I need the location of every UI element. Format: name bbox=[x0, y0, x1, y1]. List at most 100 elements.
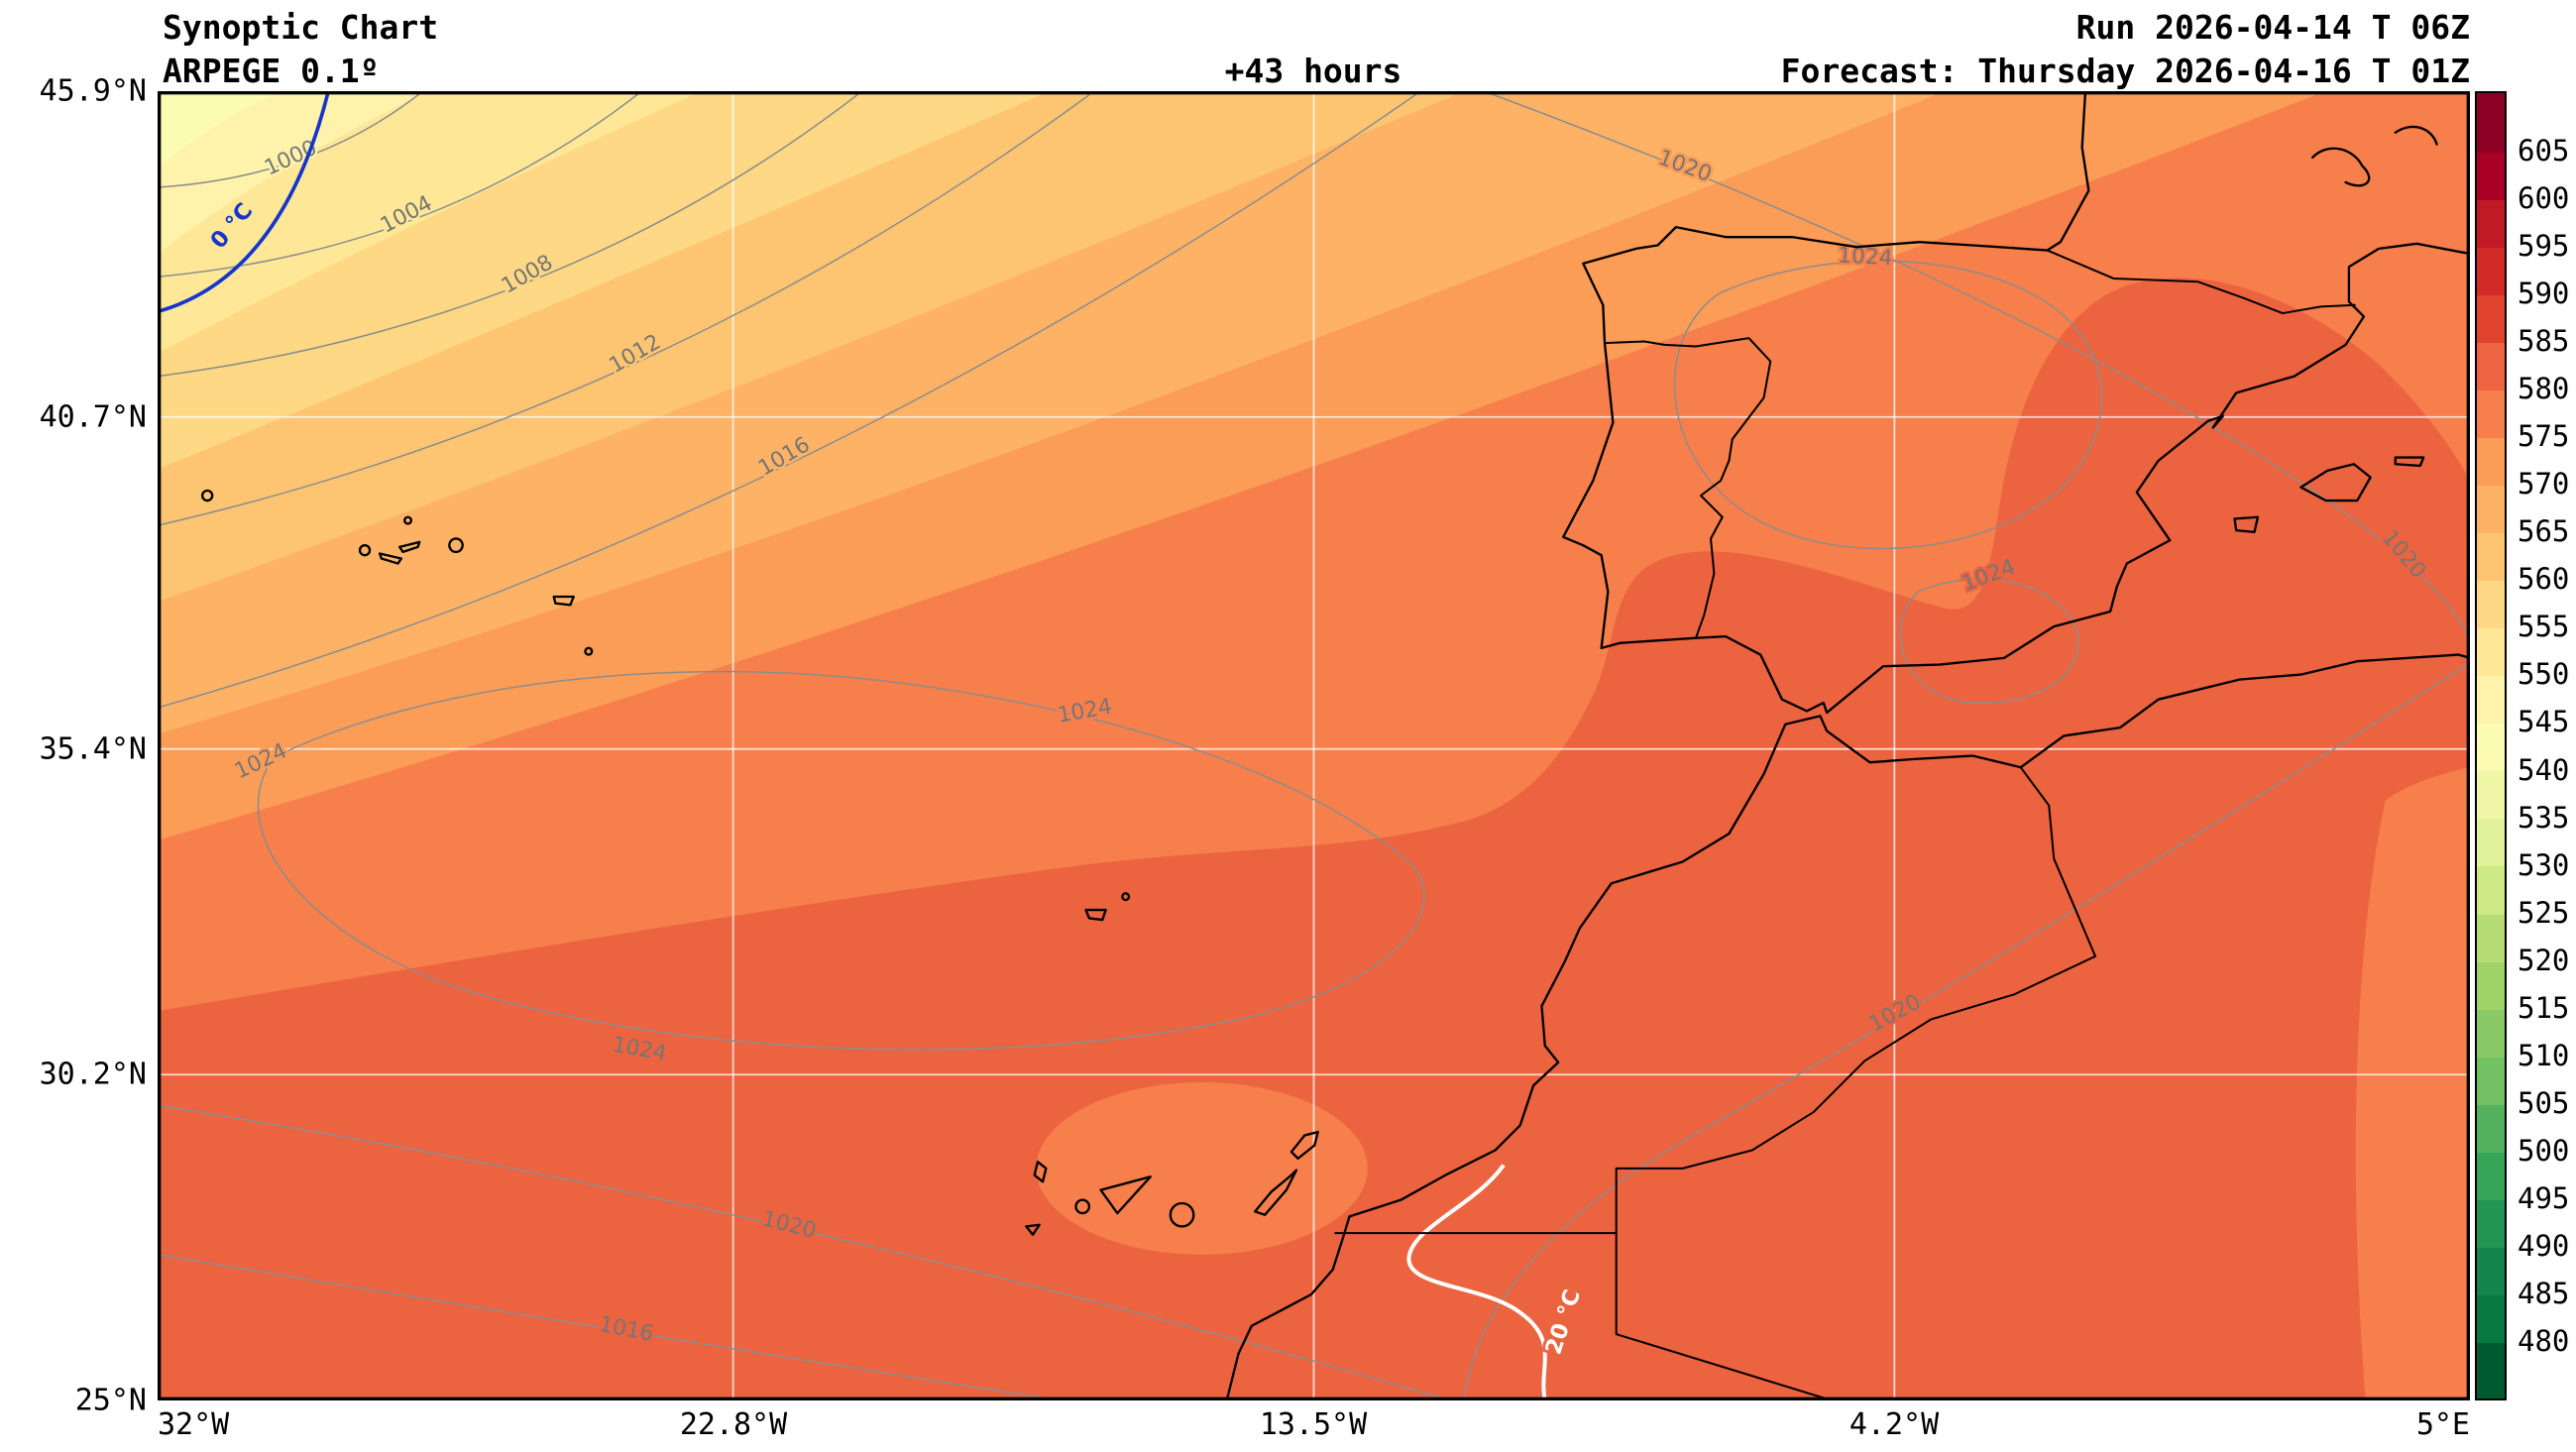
colorbar-cell bbox=[2477, 676, 2505, 725]
island-tenerife bbox=[1099, 1175, 1152, 1215]
colorbar-tick-label: 550 bbox=[2518, 657, 2570, 692]
lat-tick-label: 35.4°N bbox=[39, 731, 147, 767]
island-graciosa bbox=[403, 515, 413, 525]
island-faial bbox=[358, 543, 372, 557]
colorbar-cell bbox=[2477, 1294, 2505, 1343]
island-madeira bbox=[1084, 908, 1107, 922]
colorbar-cell bbox=[2477, 438, 2505, 487]
lon-tick-label: 4.2°W bbox=[1848, 1407, 1940, 1442]
colorbar-tick-label: 555 bbox=[2518, 610, 2570, 644]
colorbar-cell bbox=[2477, 533, 2505, 582]
colorbar-tick-label: 595 bbox=[2518, 229, 2570, 264]
island-sao-jorge bbox=[397, 540, 421, 554]
colorbar-cell bbox=[2477, 200, 2505, 249]
colorbar-cell bbox=[2477, 724, 2505, 772]
colorbar-cell bbox=[2477, 961, 2505, 1010]
france-inland-contour bbox=[2394, 125, 2438, 146]
island-menorca bbox=[2394, 456, 2425, 468]
france-inland-contour bbox=[2310, 147, 2371, 187]
colorbar-tick-label: 585 bbox=[2518, 324, 2570, 359]
colorbar-tick-labels: 605 600 595 590 585 580 575 570 565 560 555 550 545 5… bbox=[2518, 91, 2575, 1400]
lat-tick-label: 45.9°N bbox=[39, 73, 147, 109]
forecast-label: Forecast: Thursday 2026-04-16 T 01Z bbox=[1780, 52, 2470, 90]
chart-title: Synoptic Chart bbox=[163, 8, 439, 47]
colorbar-cell bbox=[2477, 1199, 2505, 1248]
colorbar bbox=[2475, 91, 2507, 1400]
map-area: 1000 1004 1008 1012 1016 1020 1020 1020 … bbox=[158, 91, 2470, 1400]
island-terceira bbox=[448, 537, 464, 554]
colorbar-tick-label: 580 bbox=[2518, 372, 2570, 406]
colorbar-cell bbox=[2477, 486, 2505, 534]
colorbar-cell bbox=[2477, 1104, 2505, 1153]
colorbar-tick-label: 590 bbox=[2518, 277, 2570, 311]
colorbar-cell bbox=[2477, 1057, 2505, 1105]
isobar-1008 bbox=[158, 91, 863, 378]
island-el-hierro bbox=[1025, 1223, 1041, 1236]
colorbar-cell bbox=[2477, 1342, 2505, 1398]
lat-tick-label: 25°N bbox=[74, 1383, 147, 1418]
colorbar-cell bbox=[2477, 628, 2505, 677]
colorbar-cell bbox=[2477, 1152, 2505, 1200]
coastline-europe bbox=[1562, 91, 2470, 715]
isobar-1024 bbox=[257, 670, 1425, 1051]
colorbar-tick-label: 600 bbox=[2518, 181, 2570, 216]
isobar-label: 1024 bbox=[611, 1033, 669, 1066]
colorbar-tick-label: 545 bbox=[2518, 705, 2570, 739]
colorbar-cell bbox=[2477, 1009, 2505, 1058]
isobar-1020 bbox=[1463, 662, 2470, 1400]
colorbar-tick-label: 540 bbox=[2518, 752, 2570, 787]
island-gran-canaria bbox=[1169, 1201, 1195, 1228]
southeast-light-strip bbox=[2355, 767, 2470, 1400]
colorbar-tick-label: 500 bbox=[2518, 1133, 2570, 1168]
isobar-1000 bbox=[158, 91, 424, 188]
colorbar-cell bbox=[2477, 581, 2505, 629]
colorbar-tick-label: 525 bbox=[2518, 895, 2570, 930]
colorbar-cell bbox=[2477, 1247, 2505, 1295]
colorbar-tick-label: 485 bbox=[2518, 1276, 2570, 1310]
island-pico bbox=[378, 552, 403, 565]
colorbar-cell bbox=[2477, 343, 2505, 391]
island-la-gomera bbox=[1074, 1198, 1091, 1215]
colorbar-cell bbox=[2477, 93, 2505, 153]
colorbar-tick-label: 560 bbox=[2518, 562, 2570, 597]
lon-tick-label: 13.5°W bbox=[1259, 1407, 1368, 1442]
map-border bbox=[158, 91, 2470, 1400]
colorbar-cell bbox=[2477, 295, 2505, 344]
lon-tick-label: 5°E bbox=[2415, 1407, 2470, 1442]
island-porto-santo bbox=[1121, 892, 1131, 902]
isobar-1020 bbox=[158, 1104, 1451, 1400]
colorbar-tick-label: 510 bbox=[2518, 1038, 2570, 1072]
border-algeria-mauritania bbox=[1615, 1233, 1833, 1400]
island-flores bbox=[200, 489, 214, 503]
colorbar-tick-label: 575 bbox=[2518, 419, 2570, 454]
island-sao-miguel bbox=[552, 595, 575, 607]
colorbar-tick-label: 495 bbox=[2518, 1180, 2570, 1215]
colorbar-cell bbox=[2477, 248, 2505, 296]
isobar-lines bbox=[158, 91, 2470, 1400]
island-santa-maria bbox=[584, 646, 594, 656]
isobar-1004 bbox=[158, 91, 642, 279]
isobar-1024 bbox=[1673, 260, 2103, 550]
isobar-1020 bbox=[1483, 91, 2470, 642]
colorbar-cell bbox=[2477, 866, 2505, 915]
colorbar-tick-label: 605 bbox=[2518, 134, 2570, 168]
isobar-1016 bbox=[158, 1254, 1062, 1400]
colorbar-tick-label: 565 bbox=[2518, 514, 2570, 549]
lat-tick-label: 30.2°N bbox=[39, 1057, 147, 1092]
colorbar-tick-label: 530 bbox=[2518, 847, 2570, 882]
lon-tick-label: 22.8°W bbox=[679, 1407, 788, 1442]
island-mallorca bbox=[2299, 463, 2372, 503]
isobar-1012 bbox=[158, 91, 1095, 526]
canary-light-patch bbox=[1036, 1081, 1368, 1255]
colorbar-cell bbox=[2477, 771, 2505, 820]
colorbar-tick-label: 520 bbox=[2518, 943, 2570, 977]
run-label: Run 2026-04-14 T 06Z bbox=[2075, 8, 2470, 47]
isobar-1016 bbox=[158, 91, 1421, 709]
colorbar-cell bbox=[2477, 391, 2505, 439]
border-france-spain bbox=[2047, 249, 2356, 315]
island-lanzarote bbox=[1289, 1130, 1319, 1161]
colorbar-tick-label: 490 bbox=[2518, 1228, 2570, 1263]
island-fuerteventura bbox=[1253, 1169, 1298, 1216]
border-portugal-spain bbox=[1604, 337, 1772, 639]
